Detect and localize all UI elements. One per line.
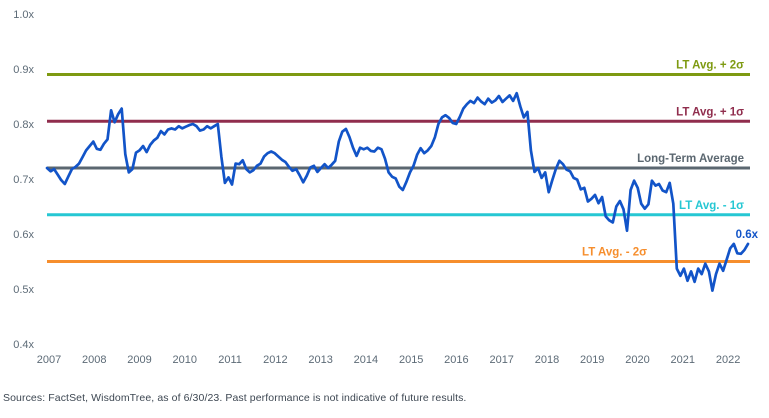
x-tick-label: 2015	[399, 354, 423, 366]
x-tick-label: 2014	[354, 354, 378, 366]
x-tick-label: 2021	[671, 354, 695, 366]
x-tick-label: 2011	[218, 354, 242, 366]
y-tick-label: 0.8x	[13, 119, 34, 131]
y-tick-label: 0.6x	[13, 229, 34, 241]
ref-label-long-term-average: Long-Term Average	[637, 153, 744, 165]
x-tick-label: 2016	[444, 354, 468, 366]
x-tick-label: 2007	[37, 354, 61, 366]
x-tick-label: 2022	[716, 354, 740, 366]
y-tick-label: 0.7x	[13, 174, 34, 186]
x-tick-label: 2008	[82, 354, 106, 366]
end-point-value-label: 0.6x	[736, 229, 759, 241]
y-axis-tick-labels: 1.0x 0.9x 0.8x 0.7x 0.6x 0.5x 0.4x	[13, 9, 34, 351]
x-tick-label: 2018	[535, 354, 559, 366]
x-tick-label: 2010	[173, 354, 197, 366]
data-series-line	[45, 91, 750, 292]
x-tick-label: 2019	[580, 354, 604, 366]
y-tick-label: 0.5x	[13, 284, 34, 296]
x-tick-label: 2017	[489, 354, 513, 366]
x-axis-tick-labels: 2007 2008 2009 2010 2011 2012 2013 2014 2015 2016…	[37, 354, 741, 366]
y-tick-label: 0.4x	[13, 339, 34, 351]
y-tick-label: 0.9x	[13, 64, 34, 76]
ref-label-plus-2-sigma: LT Avg. + 2σ	[676, 60, 744, 72]
x-tick-label: 2009	[127, 354, 151, 366]
x-tick-label: 2020	[625, 354, 649, 366]
y-tick-label: 1.0x	[13, 9, 34, 21]
ref-label-minus-1-sigma: LT Avg. - 1σ	[679, 200, 744, 212]
ref-label-plus-1-sigma: LT Avg. + 1σ	[676, 106, 744, 118]
x-tick-label: 2012	[263, 354, 287, 366]
source-disclaimer-text: Sources: FactSet, WisdomTree, as of 6/30…	[3, 392, 467, 404]
x-tick-label: 2013	[308, 354, 332, 366]
ref-label-minus-2-sigma: LT Avg. - 2σ	[582, 247, 647, 259]
